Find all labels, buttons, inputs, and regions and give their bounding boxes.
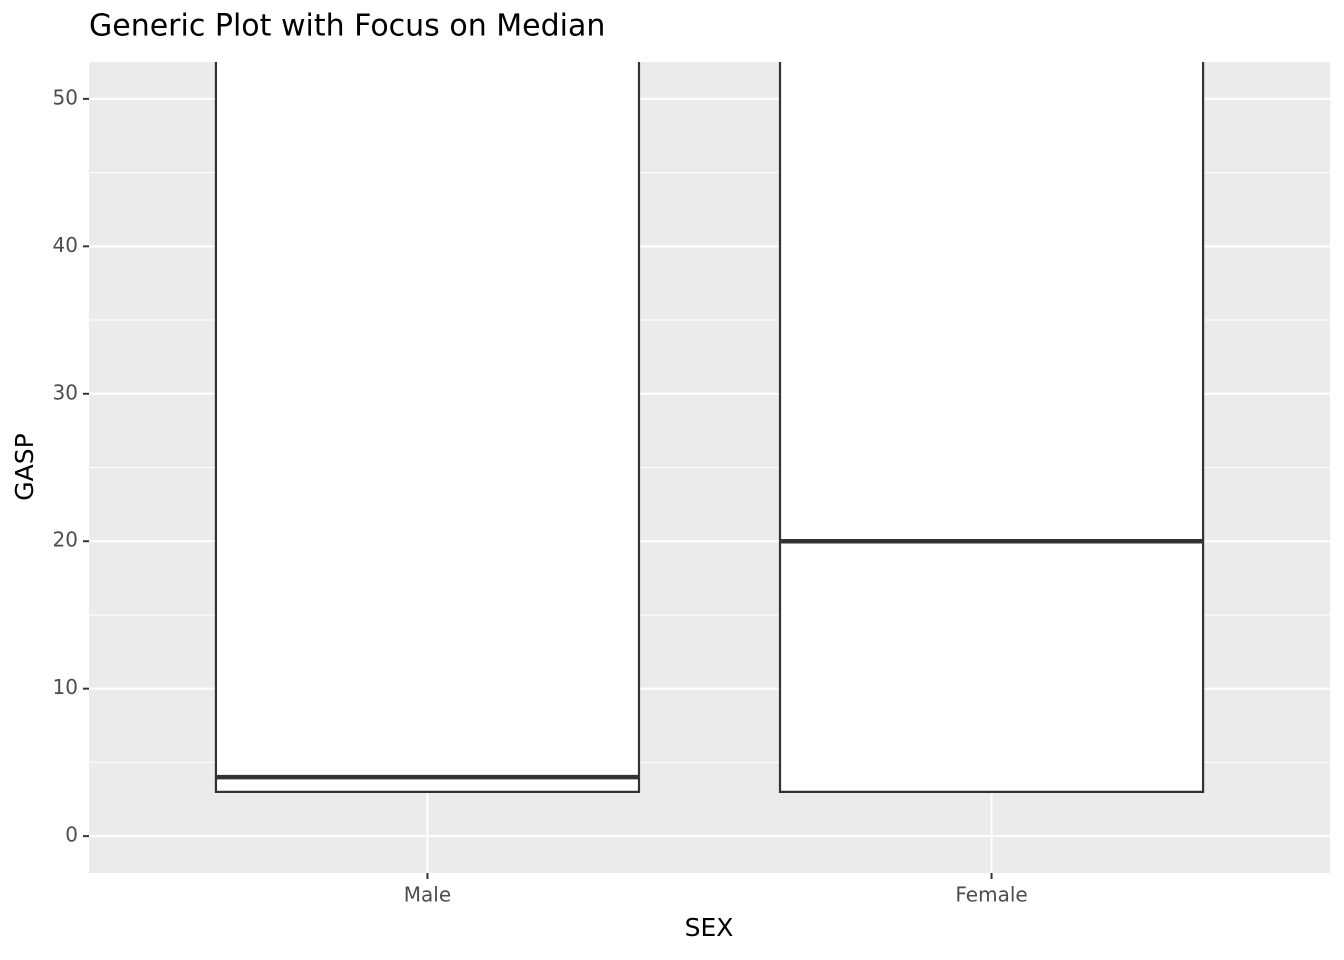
y-tick-label: 40	[53, 233, 78, 257]
y-tick-label: 30	[53, 380, 78, 404]
y-axis-title: GASP	[10, 433, 39, 500]
y-tick-label: 10	[53, 675, 78, 699]
y-tick-label: 20	[53, 528, 78, 552]
box	[780, 57, 1204, 792]
x-tick-label: Female	[955, 883, 1027, 907]
box	[215, 57, 639, 792]
x-axis-title: SEX	[685, 913, 734, 942]
x-tick-label: Male	[404, 883, 451, 907]
chart-title: Generic Plot with Focus on Median	[89, 9, 605, 44]
box-outline	[214, 62, 641, 793]
box-outline	[778, 62, 1205, 793]
y-tick-label: 0	[65, 823, 78, 847]
y-tick-label: 50	[53, 85, 78, 109]
